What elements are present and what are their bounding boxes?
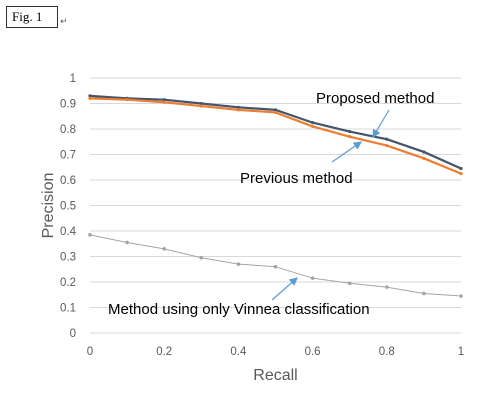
x-tick-label: 0.2: [156, 346, 172, 358]
x-tick-label: 1: [458, 346, 464, 358]
y-tick-label: 0.8: [60, 124, 76, 136]
data-point-previous: [199, 104, 203, 108]
arrow-proposed: [372, 109, 390, 139]
data-point-vinnea: [236, 262, 241, 266]
x-tick-labels: 0 0.2 0.4 0.6 0.8 1: [87, 346, 464, 358]
x-axis-label: Recall: [253, 367, 297, 384]
data-point-previous: [311, 124, 315, 129]
data-point-vinnea: [88, 233, 92, 237]
data-point-previous: [459, 172, 463, 176]
arrow-vinnea: [271, 277, 298, 301]
data-point-proposed: [385, 137, 389, 141]
x-tick-label: 0.8: [379, 346, 395, 358]
y-tick-label: 0.4: [60, 226, 77, 238]
y-tick-label: 0.5: [60, 201, 76, 213]
data-point-proposed: [311, 121, 315, 125]
arrow-previous: [331, 141, 362, 163]
grid-lines: [90, 77, 461, 334]
data-point-vinnea: [422, 291, 426, 296]
data-point-proposed: [459, 166, 463, 171]
data-point-proposed: [273, 108, 278, 112]
figure-label: Fig. 1: [6, 6, 58, 28]
data-point-previous: [236, 108, 240, 112]
x-tick-label: 0.6: [305, 346, 321, 358]
annotation-arrows: [271, 109, 390, 301]
y-tick-label: 0.1: [60, 303, 76, 315]
data-point-proposed: [422, 150, 426, 154]
x-tick-label: 0.4: [230, 346, 247, 358]
x-tick-label: 0: [87, 346, 93, 358]
data-point-previous: [125, 98, 129, 102]
data-point-previous: [273, 110, 278, 115]
series-lines: [88, 94, 463, 298]
y-tick-label: 0.6: [60, 175, 76, 187]
data-point-proposed: [162, 98, 166, 102]
y-tick-labels: 0 0.1 0.2 0.3 0.4 0.5 0.6 0.7 0.8 0.9 1: [60, 73, 77, 340]
y-tick-label: 1: [70, 73, 76, 85]
y-axis-label: Precision: [40, 173, 57, 239]
y-tick-label: 0.9: [60, 99, 76, 111]
data-point-proposed: [199, 101, 203, 106]
data-point-vinnea: [162, 247, 166, 251]
y-tick-label: 0: [70, 328, 76, 340]
y-tick-label: 0.3: [60, 252, 76, 264]
data-point-proposed: [236, 105, 240, 109]
data-point-vinnea: [347, 281, 352, 286]
data-point-previous: [348, 135, 352, 139]
annotation-previous-method: Previous method: [240, 170, 353, 187]
data-point-vinnea: [459, 294, 463, 298]
data-point-vinnea: [385, 285, 389, 289]
data-point-previous: [162, 100, 166, 104]
data-point-proposed: [348, 129, 352, 134]
data-point-proposed: [88, 94, 92, 98]
data-point-vinnea: [273, 264, 278, 269]
data-point-previous: [385, 143, 389, 148]
annotation-vinnea-method: Method using only Vinnea classification: [108, 301, 370, 318]
data-point-previous: [88, 96, 92, 100]
data-point-vinnea: [199, 255, 204, 260]
data-point-vinnea: [310, 276, 315, 280]
y-tick-label: 0.2: [60, 277, 76, 289]
return-mark: ↵: [60, 17, 68, 27]
annotation-proposed-method: Proposed method: [316, 90, 434, 107]
data-point-vinnea: [125, 240, 129, 245]
y-tick-label: 0.7: [60, 150, 76, 162]
figure-label-text: Fig. 1: [12, 9, 43, 24]
data-point-previous: [422, 156, 426, 160]
